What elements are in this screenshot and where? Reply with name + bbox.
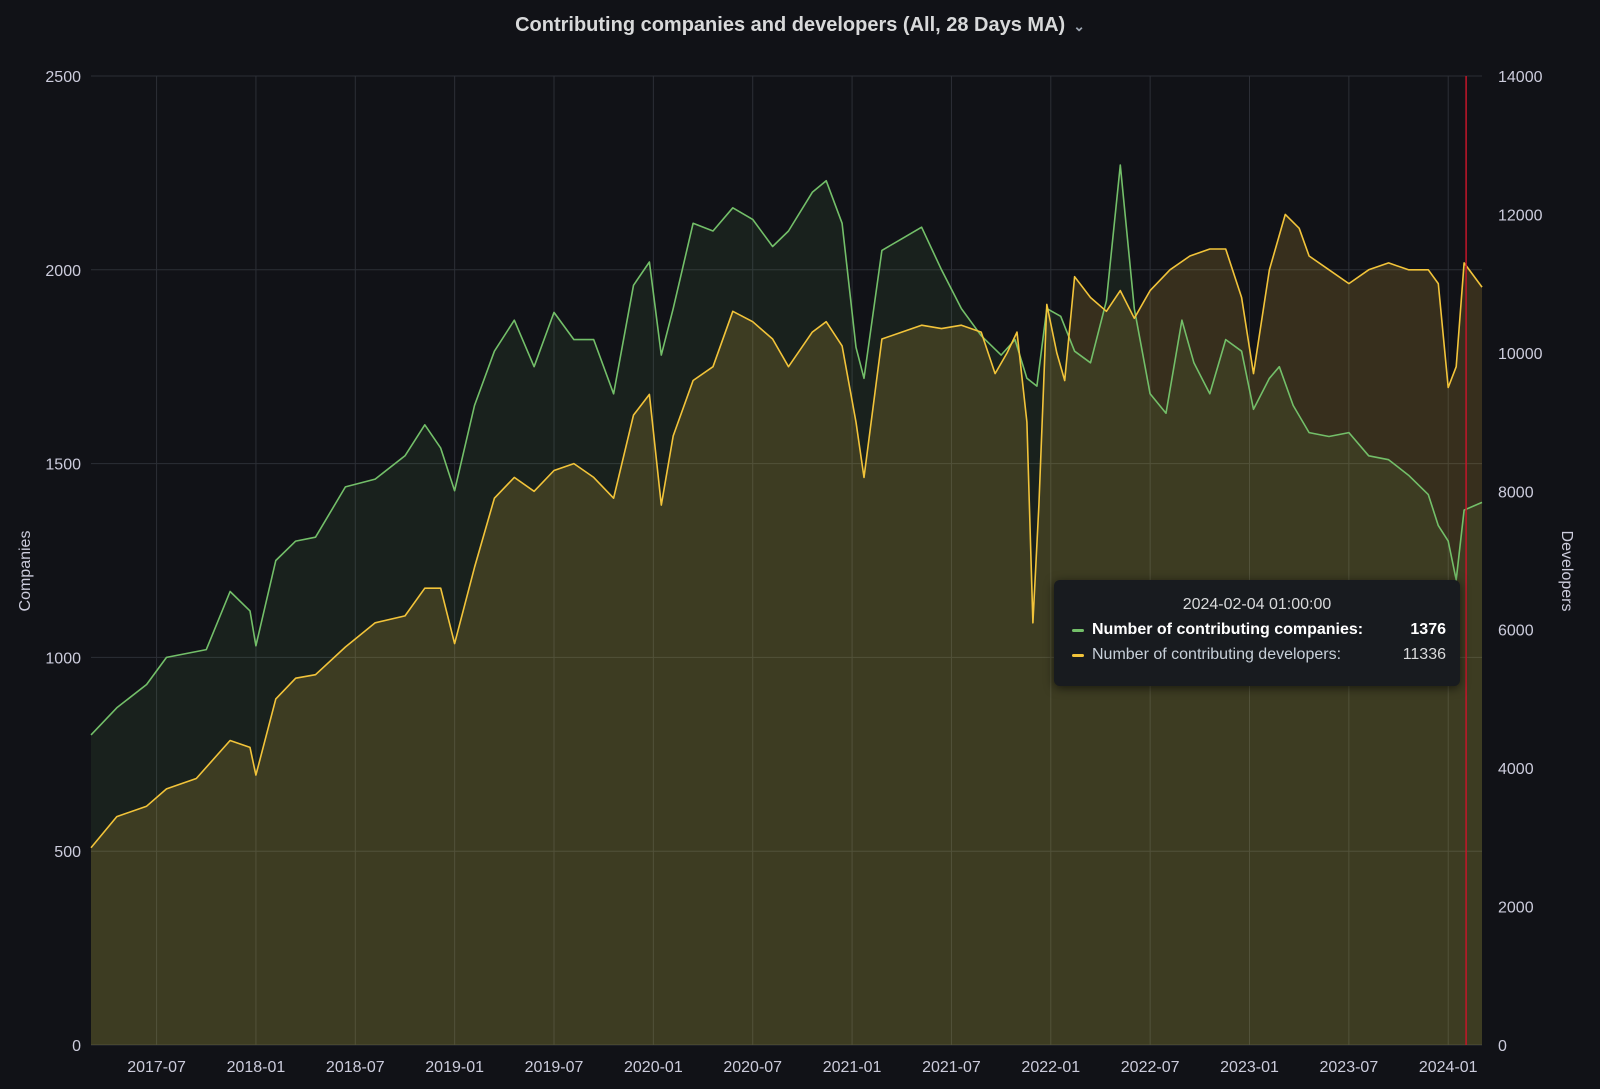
x-tick-label: 2024-01 (1419, 1059, 1478, 1076)
right-tick-label: 10000 (1498, 346, 1543, 363)
x-axis-ticks: 2017-07 2018-01 2018-07 2019-01 2019-07 2020-… (127, 1059, 1477, 1076)
x-tick-label: 2021-01 (823, 1059, 882, 1076)
companies-area (91, 165, 1482, 1046)
left-axis-ticks: 0 500 1000 1500 2000 2500 (45, 69, 81, 1055)
x-tick-label: 2022-07 (1121, 1059, 1180, 1076)
x-tick-label: 2021-07 (922, 1059, 981, 1076)
left-tick-label: 500 (54, 844, 81, 861)
right-axis-ticks: 0 2000 4000 6000 8000 10000 12000 14000 (1498, 69, 1543, 1055)
developers-line (90, 213, 1483, 849)
x-tick-label: 2018-07 (326, 1059, 385, 1076)
panel-title[interactable]: Contributing companies and developers (A… (0, 14, 1600, 37)
chevron-down-icon[interactable]: ⌄ (1073, 18, 1085, 34)
right-tick-label: 8000 (1498, 484, 1534, 501)
x-tick-label: 2019-01 (425, 1059, 484, 1076)
grid (91, 75, 1482, 1046)
left-axis-title: Companies (17, 531, 34, 612)
left-tick-label: 2000 (45, 263, 81, 280)
x-tick-label: 2019-07 (525, 1059, 584, 1076)
left-tick-label: 1500 (45, 457, 81, 474)
tooltip-time: 2024-02-04 01:00:00 (1182, 596, 1332, 613)
x-tick-label: 2017-07 (127, 1059, 186, 1076)
panel-title-text: Contributing companies and developers (A… (515, 14, 1066, 36)
x-tick-label: 2023-01 (1220, 1059, 1279, 1076)
developers-area (91, 214, 1482, 1045)
left-tick-label: 2500 (45, 69, 81, 86)
right-axis-title: Developers (1558, 531, 1575, 612)
right-tick-label: 2000 (1498, 900, 1534, 917)
left-tick-label: 0 (72, 1038, 81, 1055)
companies-line (90, 164, 1483, 736)
developers-legend-swatch (1072, 653, 1084, 657)
right-tick-label: 0 (1498, 1038, 1507, 1055)
x-tick-label: 2020-01 (624, 1059, 683, 1076)
tooltip-row-developers: Number of contributing developers: 11336 (1072, 646, 1446, 664)
x-tick-label: 2023-07 (1320, 1059, 1379, 1076)
tooltip-row-companies: Number of contributing companies: 1376 (1072, 621, 1446, 639)
tooltip-row-value: 11336 (1402, 646, 1446, 663)
tooltip-row-label: Number of contributing companies: (1092, 621, 1364, 638)
right-tick-label: 14000 (1498, 69, 1543, 86)
tooltip-row-label: Number of contributing developers: (1092, 646, 1342, 663)
tooltip-row-value: 1376 (1410, 621, 1446, 638)
right-tick-label: 4000 (1498, 761, 1534, 778)
x-tick-label: 2018-01 (227, 1059, 286, 1076)
companies-legend-swatch (1072, 628, 1084, 632)
x-tick-label: 2022-01 (1021, 1059, 1080, 1076)
right-tick-label: 6000 (1498, 623, 1534, 640)
series-lines (90, 164, 1483, 849)
x-tick-label: 2020-07 (723, 1059, 782, 1076)
series-areas (91, 165, 1482, 1046)
left-tick-label: 1000 (45, 650, 81, 667)
tooltip: 2024-02-04 01:00:00 Number of contributi… (1054, 580, 1460, 686)
right-tick-label: 12000 (1498, 207, 1543, 224)
